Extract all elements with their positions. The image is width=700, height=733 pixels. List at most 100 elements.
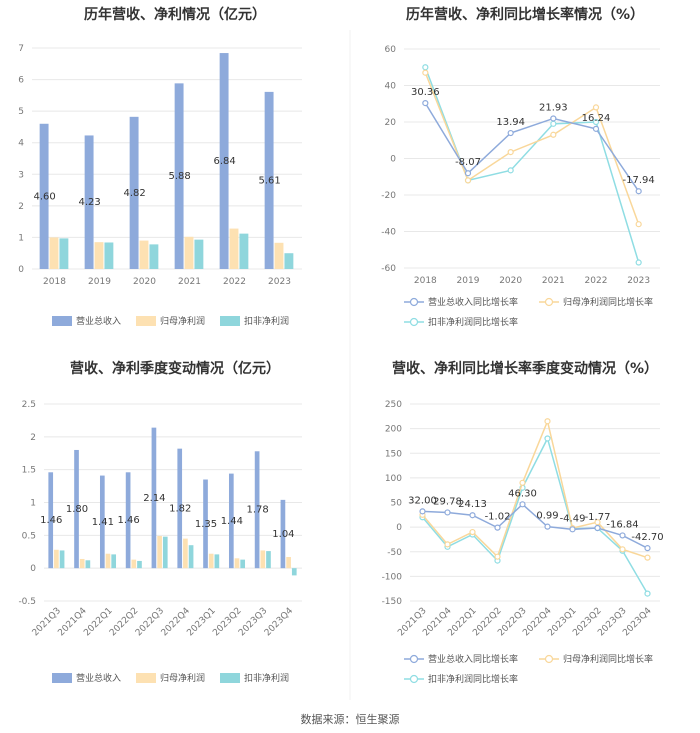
y-tick-label: -150 xyxy=(382,597,403,607)
data-label: -4.49 xyxy=(560,513,586,524)
data-label: 5.88 xyxy=(168,171,190,182)
legend-swatch xyxy=(136,316,156,326)
data-point xyxy=(419,508,426,515)
data-label: 1.46 xyxy=(117,515,139,526)
data-label: 1.78 xyxy=(246,505,268,516)
y-tick-label: 7 xyxy=(18,44,24,54)
bar-revenue xyxy=(74,449,79,569)
data-label: -16.84 xyxy=(606,519,638,530)
data-point xyxy=(592,125,600,132)
data-label: 2.14 xyxy=(143,493,165,504)
bar-net-profit xyxy=(79,558,85,569)
data-point xyxy=(507,149,514,156)
legend-label: 营业总收入同比增长率 xyxy=(428,653,518,665)
bar-deducted-profit xyxy=(137,560,142,569)
data-label: 46.30 xyxy=(508,488,537,499)
y-tick-label: 40 xyxy=(385,82,397,92)
bar-deducted-profit xyxy=(188,545,194,569)
x-tick-label: 2020 xyxy=(133,277,156,287)
bar-net-profit xyxy=(260,550,266,569)
bar-revenue xyxy=(48,472,54,569)
data-point xyxy=(550,120,557,127)
data-point xyxy=(635,188,642,195)
y-tick-label: 50 xyxy=(391,499,403,509)
bar-revenue xyxy=(151,427,157,569)
bar-net-profit xyxy=(105,553,111,569)
legend-label: 归母净利润 xyxy=(160,315,205,327)
bar-revenue xyxy=(228,473,234,569)
bar-deducted-profit xyxy=(104,242,114,269)
series-line xyxy=(421,436,649,594)
data-label: 4.82 xyxy=(123,188,145,199)
bar-revenue xyxy=(99,475,105,569)
data-label: 1.82 xyxy=(169,503,191,514)
data-point xyxy=(569,526,576,533)
legend-label: 营业总收入 xyxy=(76,315,121,327)
legend-label: 归母净利润 xyxy=(160,672,205,684)
bar-deducted-profit xyxy=(214,554,220,569)
legend-swatch-marker xyxy=(409,654,419,664)
data-point xyxy=(464,177,472,184)
bar-net-profit xyxy=(49,237,59,269)
data-label: 6.84 xyxy=(213,156,235,167)
data-point xyxy=(594,524,601,532)
data-point xyxy=(544,523,551,530)
data-label: 24.13 xyxy=(458,499,487,510)
y-tick-label: 200 xyxy=(385,425,402,435)
data-point xyxy=(422,69,429,76)
bar-net-profit xyxy=(286,557,291,569)
y-tick-label: 0 xyxy=(30,564,36,574)
y-tick-label: 0.5 xyxy=(22,531,36,541)
data-point xyxy=(494,524,501,531)
bar-net-profit xyxy=(54,549,59,569)
bar-net-profit xyxy=(208,553,214,569)
data-label: 32.00 xyxy=(408,495,437,506)
data-point xyxy=(635,259,642,266)
y-tick-label: -20 xyxy=(381,191,396,201)
data-point xyxy=(422,64,429,71)
y-tick-label: 0 xyxy=(390,155,396,165)
bar-revenue xyxy=(129,116,139,269)
data-point xyxy=(469,528,476,536)
bar-deducted-profit xyxy=(59,550,65,569)
x-tick-label: 2019 xyxy=(88,277,111,287)
data-label: -8.07 xyxy=(455,157,481,168)
bar-net-profit xyxy=(274,242,284,269)
data-point xyxy=(594,519,601,526)
x-tick-label: 2023 xyxy=(627,276,650,286)
bar-net-profit xyxy=(157,535,162,569)
y-tick-label: -40 xyxy=(381,228,396,238)
data-point xyxy=(619,546,626,553)
legend-swatch xyxy=(52,316,72,326)
bar-revenue xyxy=(39,123,49,270)
bar-revenue xyxy=(177,448,183,569)
data-label: 30.36 xyxy=(411,87,440,98)
data-point xyxy=(544,435,551,442)
legend-label: 扣非净利润 xyxy=(244,315,289,327)
x-tick-label: 2021 xyxy=(178,277,201,287)
data-label: 1.35 xyxy=(195,519,217,530)
bar-net-profit xyxy=(94,242,104,269)
y-tick-label: -100 xyxy=(382,572,403,582)
y-tick-label: 1 xyxy=(30,499,36,509)
bar-net-profit xyxy=(183,538,188,569)
bar-deducted-profit xyxy=(85,560,91,569)
bar-revenue xyxy=(125,472,131,569)
y-tick-label: 5 xyxy=(18,107,24,117)
bar-revenue xyxy=(280,499,286,569)
bar-net-profit xyxy=(229,228,239,269)
bar-deducted-profit xyxy=(149,244,159,269)
data-label: -17.94 xyxy=(623,175,655,186)
data-label: 4.23 xyxy=(78,197,100,208)
data-point xyxy=(464,170,472,177)
annual-growth-line-chart: -60 -40 -20 0 20 40 60 2018 2019 2020 2021 2022 2023… xyxy=(381,45,660,328)
data-label: -1.77 xyxy=(585,512,611,523)
legend-swatch xyxy=(136,673,156,683)
legend-swatch-marker xyxy=(409,297,419,307)
data-point xyxy=(444,509,451,516)
data-point xyxy=(619,532,626,539)
y-tick-label: 2 xyxy=(30,433,36,443)
y-tick-label: 2.5 xyxy=(22,400,36,410)
bar-net-profit xyxy=(184,236,194,269)
